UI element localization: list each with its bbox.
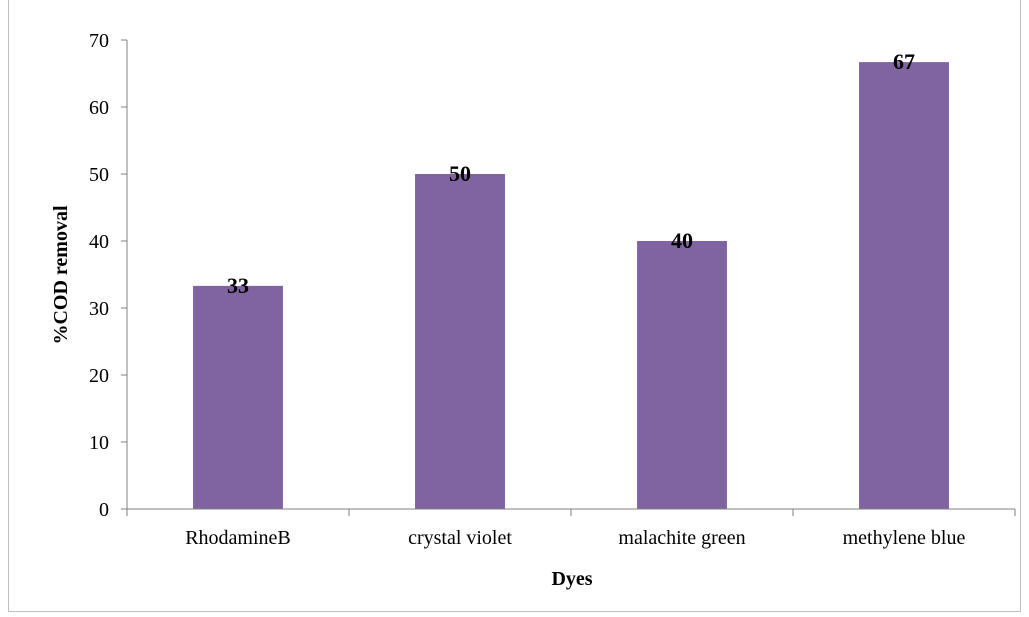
x-tick-label: methylene blue [843, 527, 966, 549]
x-axis-title: Dyes [551, 568, 592, 590]
y-tick-label: 70 [89, 30, 109, 52]
data-labels-layer: 33 50 40 67 [227, 49, 915, 298]
data-label: 40 [671, 228, 693, 253]
chart-frame [8, 0, 1021, 612]
y-tick-label: 20 [89, 365, 109, 387]
data-label: 33 [227, 273, 249, 298]
x-tick-label: malachite green [618, 527, 745, 549]
y-tick-label: 10 [89, 432, 109, 454]
y-tick-label: 40 [89, 231, 109, 253]
bars-layer [193, 62, 949, 510]
y-tick-label: 30 [89, 298, 109, 320]
y-tick-label: 0 [99, 499, 109, 521]
x-ticks-layer: RhodamineB crystal violet malachite green m… [126, 509, 1016, 549]
x-tick-label: RhodamineB [185, 527, 291, 549]
y-axis-title: %COD removal [50, 205, 72, 344]
bar-malachite-green [637, 241, 727, 509]
y-tick-label: 50 [89, 164, 109, 186]
data-label: 67 [893, 49, 915, 74]
data-label: 50 [449, 161, 471, 186]
y-ticks-layer: 0 10 20 30 40 50 60 70 [89, 30, 127, 521]
bar-crystal-violet [415, 174, 505, 509]
x-tick-label: crystal violet [408, 527, 512, 549]
bar-rhodamineb [193, 285, 283, 509]
bar-methylene-blue [859, 62, 949, 510]
y-tick-label: 60 [89, 97, 109, 119]
